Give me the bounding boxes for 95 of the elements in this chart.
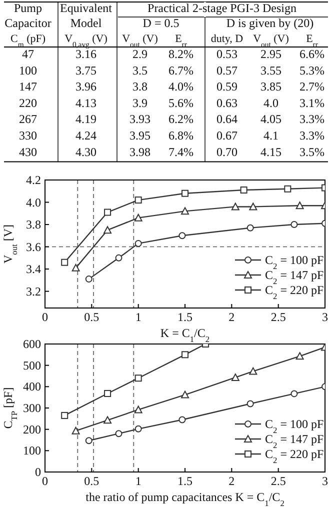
text: 4.19: [76, 112, 96, 126]
y-tick-label: 3.2: [26, 284, 41, 298]
text: 0.59: [216, 80, 238, 94]
x-tick-label: 2: [228, 474, 235, 488]
category-label: E$_{rr}$: [306, 33, 318, 48]
x-tick-label: 0.5: [84, 310, 100, 324]
text: Equivalent: [60, 1, 113, 15]
text: 3.85: [260, 80, 282, 94]
x-tick-label: 0.5: [84, 474, 100, 488]
text: 220: [19, 96, 37, 110]
text: 7.4%: [168, 144, 194, 159]
text: 3.1%: [300, 96, 324, 110]
x-tick-label: 1: [135, 474, 142, 488]
category-label: duty, D: [210, 33, 244, 45]
text: 3.8: [132, 80, 148, 94]
text: 0.57: [216, 63, 238, 78]
text: Model: [70, 16, 102, 30]
text: 8.2%: [168, 47, 194, 61]
y-tick-label: 3.6: [26, 240, 41, 254]
text: 4.1: [264, 128, 278, 142]
text: 3.3%: [300, 112, 324, 126]
y-tick-label: 3.8: [26, 218, 41, 232]
text: 4.0: [264, 96, 278, 110]
legend-label: C$_{2}$ = 220 pF: [265, 447, 324, 464]
text: 0.63: [216, 96, 238, 110]
x-axis-title: the ratio of pump capacitances K = C$_{1}$/C$_{2}$: [86, 490, 284, 507]
category-label: V$_{out}$ (V): [122, 33, 158, 48]
text: 2.7%: [300, 80, 324, 94]
legend-label: C$_{2}$ = 220 pF: [265, 283, 324, 300]
text: 3.9: [132, 96, 148, 110]
text: 47: [22, 47, 34, 61]
text: Pump: [14, 1, 42, 15]
text: 147: [19, 80, 37, 94]
legend-label: C$_{2}$ = 147 pF: [265, 268, 324, 286]
text: 330: [19, 128, 37, 142]
text: 4.30: [76, 144, 96, 159]
y-tick-label: 3.4: [26, 262, 41, 276]
text: 3.75: [76, 63, 96, 78]
y-tick-label: 4.2: [26, 173, 41, 187]
x-tick-label: 3: [322, 310, 328, 324]
y-tick-label: 200: [23, 422, 41, 436]
text: 0.70: [216, 144, 238, 159]
text: 3.5: [132, 63, 148, 78]
text: 4.13: [76, 96, 96, 110]
x-tick-label: 1: [135, 310, 142, 324]
text: 6.2%: [168, 112, 194, 126]
category-label: V$_{out}$ (V): [253, 33, 290, 48]
x-axis-title: K = C$_{1}$/C$_{2}$: [160, 326, 210, 344]
text: 6.6%: [300, 47, 324, 61]
text: 430: [19, 144, 37, 159]
x-tick-label: 2: [228, 310, 235, 324]
text: 3.5%: [300, 144, 324, 159]
text: 3.16: [76, 47, 96, 61]
text: 0.67: [216, 128, 238, 142]
text: 5.3%: [300, 63, 324, 78]
text: D = 0.5: [142, 16, 180, 30]
category-label: E$_{rr}$: [175, 33, 188, 48]
text: 5.6%: [168, 96, 194, 110]
text: 3.95: [130, 128, 150, 142]
text: 4.05: [260, 112, 282, 126]
category-label: V$_{0,avg}$ (V): [64, 33, 108, 48]
text: 267: [19, 112, 37, 126]
y-tick-label: 100: [23, 444, 41, 458]
text: Capacitor: [4, 16, 52, 30]
text: 3.98: [130, 144, 150, 159]
text: 3.55: [260, 63, 282, 78]
text: 2.95: [260, 47, 282, 61]
x-tick-label: 2.5: [270, 474, 286, 488]
y-tick-label: 300: [23, 401, 41, 415]
text: D is given by (20): [226, 16, 314, 30]
y-tick-label: 600: [23, 337, 41, 351]
text: 0.53: [216, 47, 238, 61]
text: 3.3%: [300, 128, 324, 142]
text: 4.15: [260, 144, 282, 159]
y-tick-label: 400: [23, 380, 41, 394]
text: Practical 2-stage PGI-3 Design: [148, 1, 296, 15]
x-tick-label: 2.5: [270, 310, 286, 324]
text: 4.24: [76, 128, 96, 142]
legend-label: C$_{2}$ = 147 pF: [265, 432, 324, 450]
legend-label: C$_{2}$ = 100 pF: [265, 417, 324, 434]
y-tick-label: 500: [23, 358, 41, 372]
x-tick-label: 3: [322, 474, 328, 488]
text: 6.7%: [168, 63, 194, 78]
y-tick-label: 4.0: [26, 195, 41, 210]
text: 0.64: [216, 112, 238, 126]
text: 6.8%: [168, 128, 194, 142]
x-tick-label: 1.5: [178, 310, 192, 324]
legend-label: C$_{2}$ = 100 pF: [265, 253, 324, 270]
text: 4.0%: [168, 80, 194, 94]
y-tick-label: 0: [35, 465, 41, 479]
text: 3.93: [130, 112, 150, 126]
text: 3.96: [76, 80, 96, 94]
category-label: C$_{m}$ (pF): [10, 33, 46, 48]
x-tick-label: 1.5: [178, 474, 192, 488]
text: 2.9: [132, 47, 148, 61]
